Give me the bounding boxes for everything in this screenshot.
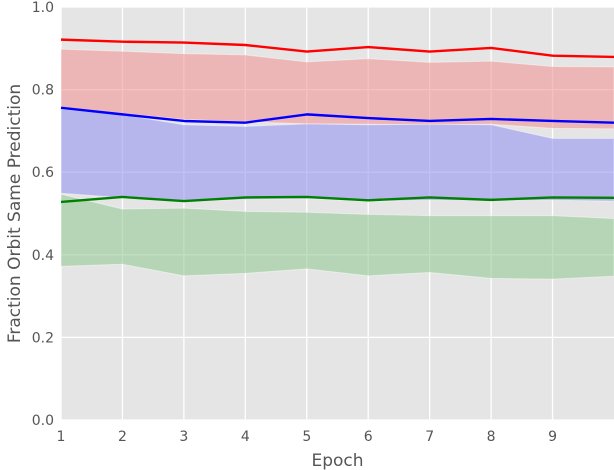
series-3-band [60, 193, 614, 280]
series-1-band [60, 48, 614, 130]
y-tick-label: 0.2 [32, 330, 54, 346]
x-tick-label: 8 [487, 429, 496, 445]
tick-labels: 1 2 3 4 5 6 7 8 9 0.0 0.2 0.4 0.6 0.8 1.0 [32, 0, 557, 445]
x-tick-label: 3 [179, 429, 188, 445]
series-2-line [60, 106, 614, 124]
x-tick-label: 1 [57, 429, 66, 445]
series-1-line [60, 38, 614, 59]
y-tick-label: 0.4 [32, 248, 54, 264]
x-tick-label: 5 [302, 429, 311, 445]
y-tick-label: 1.0 [32, 0, 54, 16]
x-tick-label: 2 [118, 429, 127, 445]
x-tick-label: 4 [241, 429, 250, 445]
y-axis-label: Fraction Orbit Same Prediction [5, 84, 25, 343]
y-tick-label: 0.6 [32, 165, 54, 181]
y-tick-label: 0.8 [32, 83, 54, 99]
x-tick-label: 6 [364, 429, 373, 445]
y-tick-label: 0.0 [32, 413, 54, 429]
x-axis-label: Epoch [311, 451, 363, 470]
series-lines [60, 38, 614, 204]
x-tick-label: 7 [425, 429, 434, 445]
series-3-line [60, 195, 614, 204]
confidence-bands [60, 48, 614, 280]
x-tick-label: 9 [548, 429, 557, 445]
